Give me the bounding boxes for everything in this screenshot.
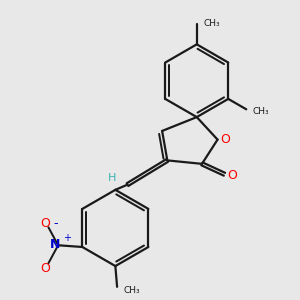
Text: -: - [54,217,58,230]
Text: CH₃: CH₃ [253,106,269,116]
Text: O: O [227,169,237,182]
Text: +: + [63,232,71,243]
Text: CH₃: CH₃ [203,19,220,28]
Text: O: O [41,262,51,275]
Text: CH₃: CH₃ [123,286,140,295]
Text: O: O [220,133,230,146]
Text: N: N [50,238,61,251]
Text: O: O [41,217,51,230]
Text: H: H [108,173,116,183]
